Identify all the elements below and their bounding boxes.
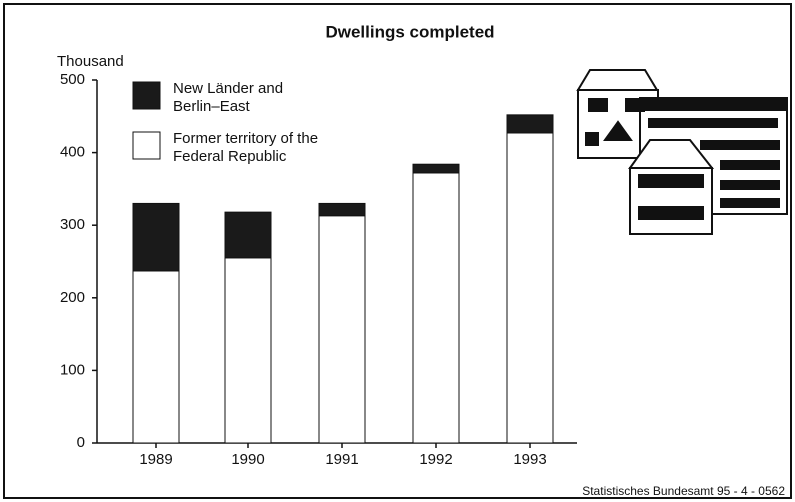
y-tick-label: 300 xyxy=(60,216,85,233)
x-tick-label: 1989 xyxy=(139,451,172,468)
bar-segment xyxy=(413,173,459,443)
legend-label: Former territory of the Federal Republic xyxy=(173,130,358,166)
x-tick-label: 1992 xyxy=(419,451,452,468)
bar-segment xyxy=(413,164,459,173)
chart-title: Dwellings completed xyxy=(325,22,494,41)
x-tick-label: 1993 xyxy=(513,451,546,468)
chart: Dwellings completed Thousand Statistisch… xyxy=(0,0,795,502)
houses-illustration xyxy=(578,70,787,234)
bar-segment xyxy=(225,258,271,443)
bar-segment xyxy=(225,212,271,258)
bar-segment xyxy=(319,203,365,215)
y-tick-label: 100 xyxy=(60,361,85,378)
legend-swatch xyxy=(133,82,160,109)
y-tick-label: 200 xyxy=(60,289,85,306)
source: Statistisches Bundesamt 95 - 4 - 0562 xyxy=(582,484,785,498)
x-tick-label: 1990 xyxy=(231,451,264,468)
page: Dwellings completed Thousand Statistisch… xyxy=(0,0,795,502)
bar-segment xyxy=(133,271,179,443)
bar-segment xyxy=(133,203,179,271)
y-tick-label: 400 xyxy=(60,144,85,161)
frame xyxy=(4,4,791,498)
bar-segment xyxy=(507,115,553,133)
y-tick-label: 500 xyxy=(60,71,85,88)
y-axis-label: Thousand xyxy=(57,53,124,70)
legend-swatch xyxy=(133,132,160,159)
y-tick-label: 0 xyxy=(77,434,85,451)
bar-segment xyxy=(319,216,365,443)
x-tick-label: 1991 xyxy=(325,451,358,468)
legend-label: New Länder and Berlin–East xyxy=(173,80,313,116)
bar-segment xyxy=(507,133,553,443)
